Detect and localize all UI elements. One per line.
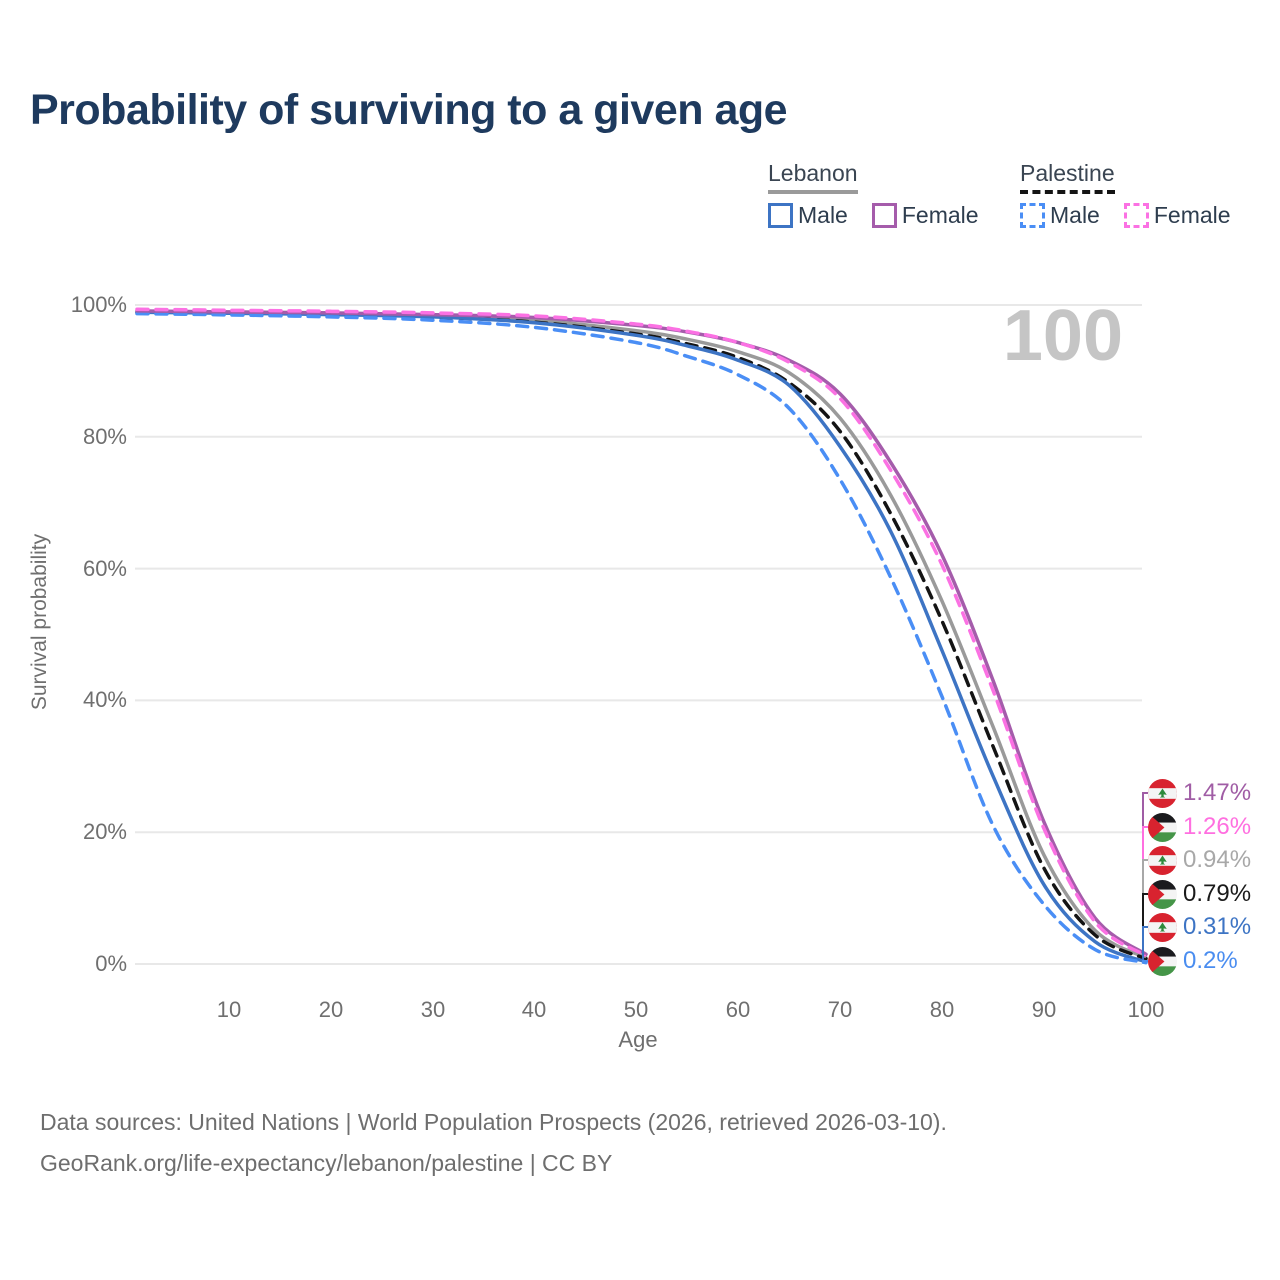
survival-chart xyxy=(135,304,1149,965)
lebanon-male-swatch-icon xyxy=(768,203,793,228)
source-line-2: GeoRank.org/life-expectancy/lebanon/pale… xyxy=(40,1150,613,1176)
legend-item-lebanon-male[interactable]: Male xyxy=(768,202,848,229)
watermark-age-100: 100 xyxy=(1002,296,1123,376)
line-palestine-male xyxy=(135,311,1148,965)
end-label-value: 0.31% xyxy=(1183,913,1252,940)
x-tick-70: 70 xyxy=(827,997,853,1022)
y-tick-80: 80% xyxy=(82,424,127,449)
source-line-1: Data sources: United Nations | World Pop… xyxy=(40,1109,947,1135)
palestine-flag-icon xyxy=(1148,812,1177,842)
x-axis-title: Age xyxy=(618,1027,658,1052)
y-tick-0: 0% xyxy=(95,951,127,976)
x-tick-20: 20 xyxy=(318,997,344,1022)
x-tick-90: 90 xyxy=(1031,997,1057,1022)
end-label-value: 1.47% xyxy=(1183,779,1252,806)
line-lebanon-male xyxy=(135,310,1148,964)
end-label-lebanon-female[interactable]: 1.47% xyxy=(1148,778,1251,808)
legend-item-lebanon-female[interactable]: Female xyxy=(871,202,979,229)
legend-item-palestine-female[interactable]: Female xyxy=(1123,202,1231,229)
y-tick-60: 60% xyxy=(82,556,127,581)
end-label-palestine-female[interactable]: 1.26% xyxy=(1148,812,1251,842)
lebanon-flag-icon xyxy=(1148,912,1177,942)
page-title: Probability of surviving to a given age xyxy=(30,86,788,134)
y-tick-40: 40% xyxy=(82,687,127,712)
legend-header-palestine[interactable]: Palestine xyxy=(1020,160,1115,194)
legend-group-lebanon: Lebanon Male Female xyxy=(768,160,979,229)
end-label-palestine-all[interactable]: 0.79% xyxy=(1148,879,1251,909)
x-tick-60: 60 xyxy=(725,997,751,1022)
end-label-lebanon-male[interactable]: 0.31% xyxy=(1148,912,1251,942)
palestine-male-swatch-icon xyxy=(1020,203,1045,228)
lebanon-flag-icon xyxy=(1148,845,1177,875)
end-label-palestine-male[interactable]: 0.2% xyxy=(1148,946,1238,976)
x-tick-100: 100 xyxy=(1127,997,1165,1022)
lebanon-female-swatch-icon xyxy=(871,203,897,228)
x-tick-30: 30 xyxy=(420,997,446,1022)
y-tick-20: 20% xyxy=(82,819,127,844)
end-label-value: 1.26% xyxy=(1183,813,1252,840)
x-tick-40: 40 xyxy=(521,997,547,1022)
x-tick-80: 80 xyxy=(929,997,955,1022)
legend-group-palestine: Palestine Male Female xyxy=(1020,160,1231,229)
palestine-flag-icon xyxy=(1148,946,1177,976)
x-tick-50: 50 xyxy=(623,997,649,1022)
legend-item-palestine-male[interactable]: Male xyxy=(1020,202,1100,229)
y-tick-100: 100% xyxy=(70,292,127,317)
line-lebanon-all xyxy=(135,309,1148,960)
connector-palestine-male xyxy=(1142,960,1149,964)
end-label-value: 0.94% xyxy=(1183,846,1252,873)
line-palestine-female xyxy=(135,307,1148,958)
line-palestine-all xyxy=(135,310,1148,961)
end-label-lebanon-all[interactable]: 0.94% xyxy=(1148,845,1251,875)
palestine-flag-icon xyxy=(1148,879,1177,909)
lebanon-flag-icon xyxy=(1148,778,1177,808)
data-source-note: Data sources: United Nations | World Pop… xyxy=(40,1102,947,1184)
end-label-value: 0.79% xyxy=(1183,880,1252,907)
line-lebanon-female xyxy=(135,309,1148,957)
palestine-female-swatch-icon xyxy=(1123,203,1149,228)
end-label-value: 0.2% xyxy=(1183,947,1238,974)
legend-header-lebanon[interactable]: Lebanon xyxy=(768,160,858,194)
x-tick-10: 10 xyxy=(216,997,242,1022)
